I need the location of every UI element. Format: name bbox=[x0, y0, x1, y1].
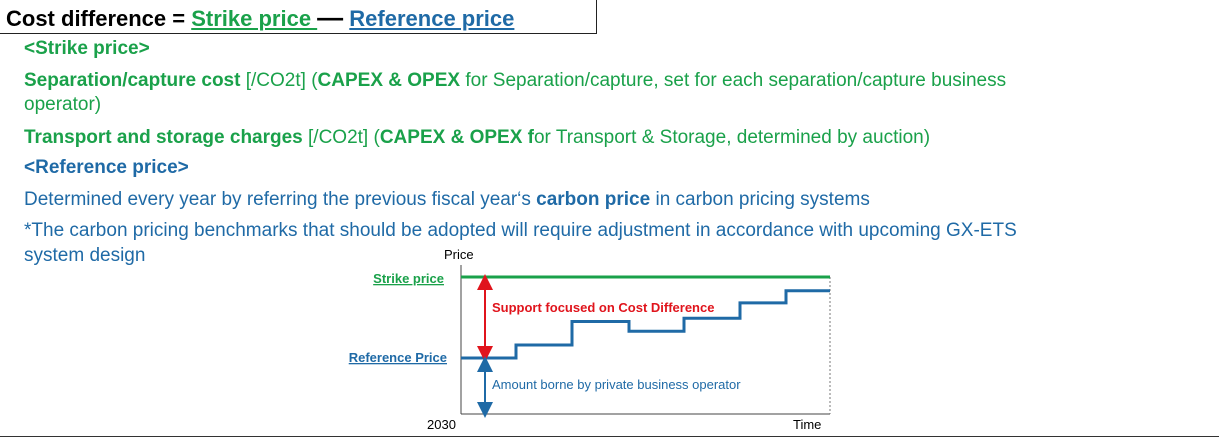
private-burden-label: Amount borne by private business operato… bbox=[492, 377, 741, 392]
bottom-divider bbox=[0, 436, 1219, 437]
benchmark-note-line1: *The carbon pricing benchmarks that shou… bbox=[24, 220, 1017, 241]
strike-price-axis-label: Strike price bbox=[373, 271, 444, 286]
title-prefix: Cost difference = bbox=[6, 6, 192, 31]
title-reference-price: Reference price bbox=[349, 6, 515, 31]
reference-price-step-line bbox=[461, 289, 830, 360]
reference-price-heading: <Reference price> bbox=[24, 157, 189, 178]
y-axis-label: Price bbox=[444, 247, 474, 262]
separation-cost-label: Separation/capture cost bbox=[24, 70, 241, 91]
reference-determination-line: Determined every year by referring the p… bbox=[24, 188, 870, 211]
transport-charges-line: Transport and storage charges [/CO2t] (C… bbox=[24, 126, 930, 149]
support-label: Support focused on Cost Difference bbox=[492, 300, 714, 315]
strike-price-heading: <Strike price> bbox=[24, 38, 150, 59]
transport-charges-unit: [/CO2t] ( bbox=[302, 127, 380, 148]
reference-price-axis-label: Reference Price bbox=[349, 350, 447, 365]
separation-cost-unit: [/CO2t] ( bbox=[240, 70, 318, 91]
transport-charges-desc: or Transport & Storage, determined by au… bbox=[533, 127, 931, 148]
reference-determination-text: Determined every year by referring the p… bbox=[24, 189, 537, 210]
separation-cost-desc: for Separation/capture, set for each sep… bbox=[460, 70, 1007, 91]
benchmark-note-line2: system design bbox=[24, 245, 146, 266]
separation-cost-line: Separation/capture cost [/CO2t] (CAPEX &… bbox=[24, 69, 1006, 92]
reference-determination-suffix: in carbon pricing systems bbox=[650, 189, 870, 210]
carbon-price-term: carbon price bbox=[536, 189, 651, 210]
separation-capex-opex: CAPEX & OPEX bbox=[317, 70, 461, 91]
title-box: Cost difference = Strike price — Referen… bbox=[0, 0, 597, 34]
title-strike-price: Strike price bbox=[191, 6, 318, 31]
title-minus: — bbox=[317, 2, 344, 32]
x-start-label: 2030 bbox=[427, 417, 456, 432]
transport-capex-opex: CAPEX & OPEX f bbox=[379, 127, 534, 148]
transport-charges-label: Transport and storage charges bbox=[24, 127, 303, 148]
x-end-label: Time bbox=[793, 417, 821, 432]
separation-cost-line2: operator) bbox=[24, 94, 102, 115]
